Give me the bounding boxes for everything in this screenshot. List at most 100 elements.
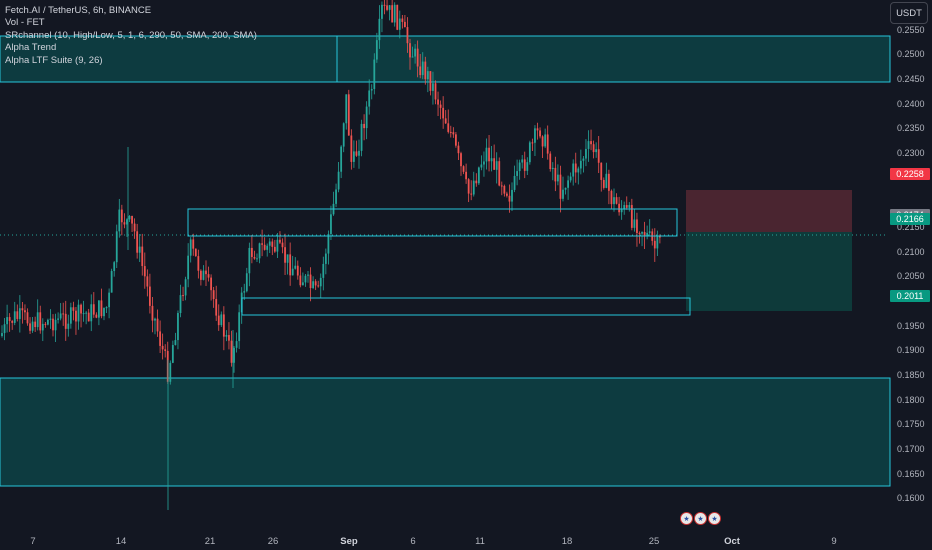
candle-body — [149, 286, 151, 306]
candle-body — [391, 5, 394, 23]
candle-body — [128, 216, 131, 220]
candle-body — [69, 307, 72, 324]
candle-body — [353, 151, 355, 162]
candle-body — [105, 307, 108, 309]
time-axis-label: 11 — [475, 536, 485, 547]
price-axis-label: 0.2450 — [897, 73, 925, 84]
candle-body — [562, 189, 564, 199]
candle-body — [630, 205, 633, 228]
candle-body — [245, 273, 248, 292]
candle-body — [419, 66, 422, 76]
candle-body — [200, 270, 202, 280]
candle-body — [324, 253, 327, 264]
candle-body — [100, 300, 103, 317]
candle-body — [467, 179, 470, 194]
candle-body — [511, 189, 513, 202]
resistance-zone — [0, 35, 891, 83]
time-axis-label: 7 — [30, 536, 36, 547]
economic-events[interactable]: ★ ★ ★ — [680, 512, 721, 525]
candle-body — [279, 239, 281, 243]
support-zone — [0, 377, 891, 487]
candle-body — [222, 314, 225, 337]
candle-body — [281, 242, 284, 248]
candle-body — [592, 144, 595, 153]
price-axis-label: 0.2350 — [897, 123, 925, 134]
candle-body — [475, 180, 478, 184]
candle-body — [64, 313, 67, 329]
price-axis-label: 0.1750 — [897, 419, 925, 430]
price-axis-label: 0.1800 — [897, 394, 925, 405]
candle-body — [103, 308, 105, 317]
indicator-volume[interactable]: Vol - FET — [5, 17, 45, 29]
candle-body — [378, 18, 381, 41]
time-axis-label: 25 — [648, 536, 660, 547]
candle-body — [406, 27, 409, 44]
us-flag-icon[interactable]: ★ — [694, 512, 707, 525]
candle-body — [498, 161, 501, 186]
candle-body — [276, 239, 279, 252]
candle-body — [3, 324, 6, 334]
currency-button[interactable]: USDT — [890, 2, 928, 24]
time-axis-label: 9 — [831, 536, 837, 547]
candle-body — [164, 349, 167, 351]
candle-body — [233, 347, 235, 363]
candle-body — [85, 312, 88, 314]
candle-body — [261, 243, 263, 245]
indicator-alpha-trend[interactable]: Alpha Trend — [5, 42, 57, 54]
candle-body — [437, 99, 439, 105]
candle-body — [567, 180, 569, 188]
candle-body — [26, 312, 29, 324]
candle-body — [289, 254, 292, 276]
candle-body — [327, 233, 330, 254]
candle-body — [258, 243, 261, 259]
us-flag-icon[interactable]: ★ — [680, 512, 693, 525]
us-flag-icon[interactable]: ★ — [708, 512, 721, 525]
indicator-alpha-ltf-suite[interactable]: Alpha LTF Suite (9, 26) — [5, 54, 103, 66]
candle-body — [363, 123, 365, 129]
candle-body — [577, 168, 580, 173]
candle-body — [470, 193, 473, 195]
time-axis-label: 26 — [267, 536, 279, 547]
candle-body — [182, 295, 184, 297]
candle-body — [462, 166, 465, 172]
candle-body — [212, 290, 215, 300]
candle-body — [608, 173, 610, 191]
price-axis-label: 0.2300 — [897, 147, 925, 158]
candle-body — [483, 161, 485, 165]
candle-body — [546, 134, 549, 154]
candle-body — [335, 189, 337, 204]
price-axis-label: 0.1950 — [897, 320, 925, 331]
candle-body — [8, 317, 11, 321]
candle-body — [133, 223, 136, 232]
candle-body — [82, 313, 85, 315]
symbol-title[interactable]: Fetch.AI / TetherUS, 6h, BINANCE — [5, 5, 152, 16]
time-axis-label: 21 — [204, 536, 216, 547]
candle-body — [174, 340, 177, 346]
candle-body — [472, 180, 475, 195]
indicator-srchannel[interactable]: SRchannel (10, High/Low, 5, 1, 6, 290, 5… — [5, 29, 257, 41]
candle-body — [225, 335, 228, 337]
candle-body — [488, 147, 490, 162]
candle-body — [143, 266, 146, 277]
candle-body — [72, 307, 75, 311]
candle-body — [284, 247, 286, 263]
candle-body — [171, 345, 174, 363]
candle-body — [641, 232, 643, 234]
candle-body — [136, 231, 139, 253]
candle-body — [424, 61, 427, 80]
candle-body — [159, 331, 161, 346]
candle-body — [345, 94, 348, 124]
candle-body — [569, 176, 572, 181]
candle-body — [620, 209, 623, 213]
candle-body — [52, 318, 54, 331]
candle-body — [21, 308, 24, 311]
candle-body — [67, 323, 70, 329]
candle-body — [554, 167, 557, 182]
candle-body — [429, 71, 432, 91]
candle-body — [36, 312, 39, 328]
candle-body — [49, 318, 52, 320]
time-axis-label: 14 — [115, 536, 127, 547]
candle-body — [574, 163, 577, 173]
candle-body — [1, 333, 3, 336]
